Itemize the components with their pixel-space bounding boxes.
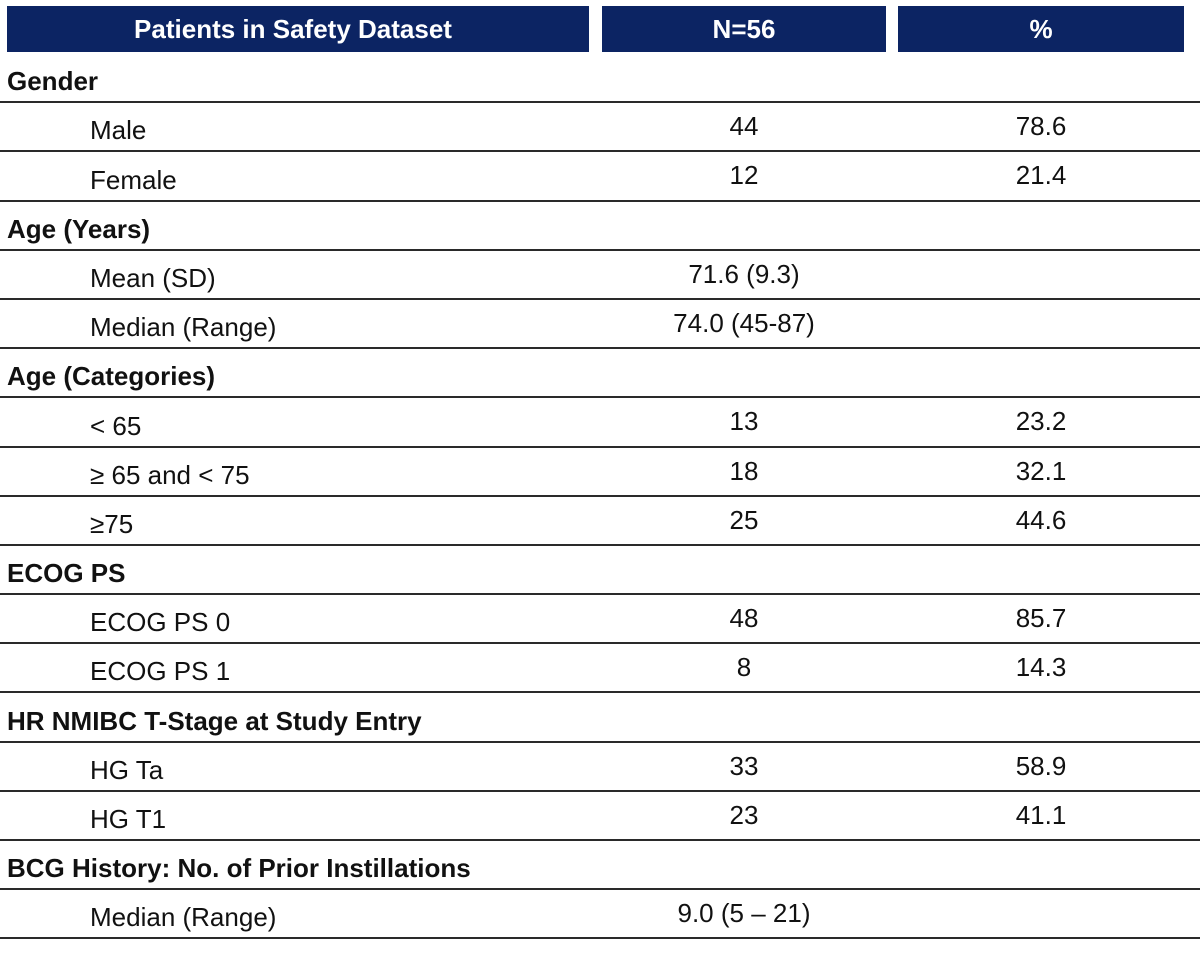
row-percent: 32.1 bbox=[1015, 455, 1067, 486]
row-n: 9.0 (5 – 21) bbox=[677, 898, 811, 929]
section-row: ECOG PS bbox=[0, 546, 1200, 596]
row-n: 18 bbox=[729, 455, 759, 486]
table-row: Median (Range) 9.0 (5 – 21) bbox=[0, 890, 1200, 940]
row-percent: 21.4 bbox=[1015, 160, 1067, 191]
table-row: Male 44 78.6 bbox=[0, 103, 1200, 153]
row-n: 12 bbox=[729, 160, 759, 191]
header-percent: % bbox=[898, 6, 1184, 52]
row-n: 8 bbox=[736, 652, 752, 683]
row-label: ≥75 bbox=[90, 508, 134, 539]
row-n: 48 bbox=[729, 603, 759, 634]
row-n: 25 bbox=[729, 504, 759, 535]
row-n: 23 bbox=[729, 799, 759, 830]
row-percent: 78.6 bbox=[1015, 111, 1067, 142]
row-n: 71.6 (9.3) bbox=[688, 258, 800, 289]
table-row: HG T1 23 41.1 bbox=[0, 792, 1200, 841]
header-patients-in-safety-dataset: Patients in Safety Dataset bbox=[7, 6, 589, 52]
row-label: Median (Range) bbox=[90, 902, 277, 933]
row-percent: 14.3 bbox=[1015, 652, 1067, 683]
table-row: Median (Range) 74.0 (45-87) bbox=[0, 300, 1200, 350]
row-label: Male bbox=[90, 115, 147, 146]
row-label: Female bbox=[90, 164, 177, 195]
section-label: Age (Years) bbox=[7, 213, 151, 244]
row-label: Median (Range) bbox=[90, 312, 277, 343]
section-row: Gender bbox=[0, 54, 1200, 104]
table-body: Gender Male 44 78.6 Female 12 21.4 Age (… bbox=[0, 54, 1200, 940]
table-header: Patients in Safety Dataset N=56 % bbox=[0, 6, 1200, 52]
section-label: ECOG PS bbox=[7, 558, 126, 589]
table-row: Mean (SD) 71.6 (9.3) bbox=[0, 251, 1200, 300]
table-row: ECOG PS 0 48 85.7 bbox=[0, 595, 1200, 645]
row-percent: 41.1 bbox=[1015, 799, 1067, 830]
section-label: Gender bbox=[7, 66, 99, 97]
table-row: ECOG PS 1 8 14.3 bbox=[0, 644, 1200, 694]
row-label: HG T1 bbox=[90, 804, 167, 834]
row-label: ≥ 65 and < 75 bbox=[90, 459, 250, 490]
section-label: BCG History: No. of Prior Instillations bbox=[7, 853, 471, 884]
header-n: N=56 bbox=[602, 6, 886, 52]
section-label: HR NMIBC T-Stage at Study Entry bbox=[7, 705, 422, 736]
row-label: HG Ta bbox=[90, 754, 164, 785]
row-n: 33 bbox=[729, 750, 759, 781]
table-row: Female 12 21.4 bbox=[0, 152, 1200, 202]
section-row: BCG History: No. of Prior Instillations bbox=[0, 841, 1200, 891]
row-label: ECOG PS 1 bbox=[90, 656, 231, 687]
row-n: 44 bbox=[729, 111, 759, 142]
row-percent: 23.2 bbox=[1015, 406, 1067, 437]
row-label: Mean (SD) bbox=[90, 262, 216, 293]
table-row: HG Ta 33 58.9 bbox=[0, 743, 1200, 792]
row-label: < 65 bbox=[90, 410, 142, 441]
row-n: 13 bbox=[729, 406, 759, 437]
section-label: Age (Categories) bbox=[7, 361, 216, 392]
section-row: Age (Years) bbox=[0, 202, 1200, 251]
section-row: Age (Categories) bbox=[0, 349, 1200, 399]
table-row: < 65 13 23.2 bbox=[0, 398, 1200, 448]
table-row: ≥75 25 44.6 bbox=[0, 497, 1200, 546]
row-percent: 58.9 bbox=[1015, 750, 1067, 781]
row-label: ECOG PS 0 bbox=[90, 607, 231, 638]
row-percent: 85.7 bbox=[1015, 603, 1067, 634]
table-row: ≥ 65 and < 75 18 32.1 bbox=[0, 448, 1200, 497]
section-row: HR NMIBC T-Stage at Study Entry bbox=[0, 693, 1200, 743]
row-percent: 44.6 bbox=[1015, 504, 1067, 535]
row-n: 74.0 (45-87) bbox=[673, 307, 815, 338]
